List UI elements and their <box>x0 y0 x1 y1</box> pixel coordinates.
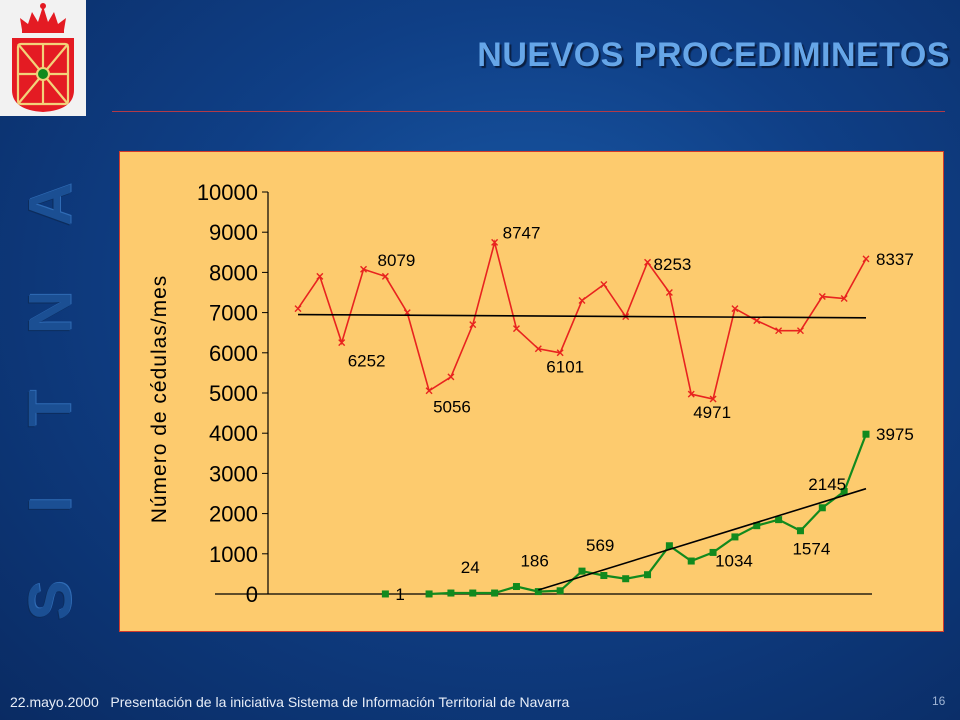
series-line-green <box>429 433 868 596</box>
data-point-red <box>469 321 477 329</box>
data-label: 8747 <box>503 223 541 242</box>
data-point-green <box>556 587 564 595</box>
data-point-red <box>644 258 652 266</box>
data-point-red <box>818 293 826 301</box>
y-tick-label: 1000 <box>209 542 258 567</box>
coat-of-arms-icon <box>12 3 74 112</box>
data-point-red <box>425 387 433 395</box>
sitna-letter-a: A <box>16 182 84 227</box>
data-point-green <box>862 430 870 438</box>
data-label: 1574 <box>792 540 830 559</box>
data-point-green <box>578 567 586 575</box>
data-point-green <box>709 548 717 556</box>
data-label: 6252 <box>348 352 386 371</box>
title-divider <box>112 111 945 112</box>
y-tick-label: 7000 <box>209 301 258 326</box>
page-number: 16 <box>932 694 946 708</box>
data-point-green <box>600 572 608 580</box>
navarra-coat-of-arms-logo <box>0 0 86 116</box>
sitna-letter-n: N <box>16 290 84 335</box>
data-point-green <box>381 590 389 598</box>
y-tick-label: 2000 <box>209 502 258 527</box>
data-point-red <box>862 255 870 263</box>
data-point-green <box>425 590 433 598</box>
data-point-red <box>709 395 717 403</box>
data-point-red <box>796 327 804 335</box>
footer-date: 22.mayo.2000 <box>10 694 99 710</box>
crown-icon <box>20 3 66 33</box>
data-label: 24 <box>461 558 480 577</box>
footer: 22.mayo.2000 Presentación de la iniciati… <box>10 694 569 710</box>
data-point-red <box>447 373 455 381</box>
data-point-green <box>534 588 542 596</box>
data-point-red <box>360 265 368 273</box>
data-point-green <box>665 542 673 550</box>
data-point-green <box>796 527 804 535</box>
data-point-red <box>753 317 761 325</box>
data-label: 2145 <box>808 475 846 494</box>
data-point-green <box>491 589 499 597</box>
data-point-green <box>687 557 695 565</box>
data-label: 569 <box>586 536 614 555</box>
data-point-red <box>556 349 564 357</box>
y-tick-label: 10000 <box>197 180 258 205</box>
data-point-green <box>731 533 739 541</box>
data-point-red <box>775 327 783 335</box>
y-tick-label: 0 <box>246 582 258 607</box>
line-chart: 0 1000 2000 3000 4000 5000 6000 7000 8000 9000 100… <box>148 180 914 607</box>
data-point-green <box>753 522 761 530</box>
sitna-letter-t: T <box>16 390 84 427</box>
data-point-red <box>316 272 324 280</box>
data-point-red <box>534 345 542 353</box>
data-point-red <box>687 390 695 398</box>
y-tick-label: 8000 <box>209 260 258 285</box>
data-point-red <box>600 280 608 288</box>
data-point-red <box>512 325 520 333</box>
y-axis-label: Número de cédulas/mes <box>148 275 171 524</box>
data-label: 1 <box>395 585 404 604</box>
data-point-red <box>491 238 499 246</box>
data-point-red <box>338 339 346 347</box>
y-tick-label: 4000 <box>209 421 258 446</box>
data-point-green <box>512 583 520 591</box>
data-label: 8079 <box>378 251 416 270</box>
data-point-red <box>665 289 673 296</box>
data-label: 5056 <box>433 398 471 417</box>
trend-line <box>297 313 867 319</box>
data-point-green <box>622 575 630 583</box>
sitna-letter-i: I <box>16 496 84 513</box>
y-tick-label: 9000 <box>209 220 258 245</box>
data-point-red <box>578 297 586 305</box>
y-tick-label: 5000 <box>209 381 258 406</box>
data-label: 6101 <box>546 358 584 377</box>
data-label: 8253 <box>654 255 692 274</box>
data-label: 1034 <box>715 551 753 570</box>
data-point-green <box>840 487 848 495</box>
data-label: 186 <box>520 552 548 571</box>
data-point-green <box>644 571 652 579</box>
data-point-green <box>775 516 783 524</box>
data-point-green <box>818 504 826 512</box>
data-point-red <box>731 305 739 313</box>
data-label: 4971 <box>693 403 731 422</box>
y-tick-label: 6000 <box>209 341 258 366</box>
data-point-red <box>381 272 389 280</box>
y-tick-label: 3000 <box>209 461 258 486</box>
data-point-red <box>840 295 848 303</box>
trend-line <box>538 487 867 591</box>
data-point-red <box>294 305 302 313</box>
sitna-letter-s: S <box>16 580 84 621</box>
data-label: 8337 <box>876 250 914 269</box>
chart-panel: 0 1000 2000 3000 4000 5000 6000 7000 8000 9000 100… <box>119 151 944 632</box>
data-label: 3975 <box>876 425 914 444</box>
data-point-green <box>469 589 477 597</box>
footer-text: Presentación de la iniciativa Sistema de… <box>110 694 570 710</box>
data-point-green <box>447 589 455 597</box>
slide-title: NUEVOS PROCEDIMINETOS <box>477 36 950 74</box>
